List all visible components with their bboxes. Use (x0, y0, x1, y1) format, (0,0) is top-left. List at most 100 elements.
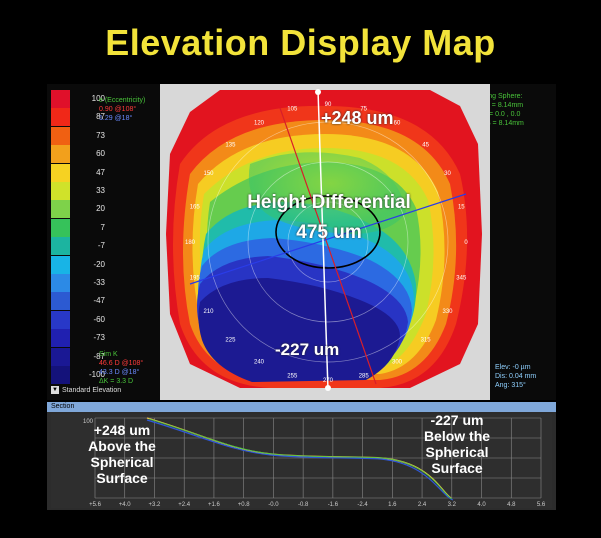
scale-label: 87 (96, 112, 105, 122)
left-annotation-line-2: Above the (88, 438, 156, 454)
scale-label: 60 (96, 149, 105, 159)
scale-swatch (51, 145, 70, 164)
eccentricity-value-1: 0.90 @108° (99, 106, 137, 113)
angle-label: 225 (225, 338, 236, 344)
angle-label: 45 (422, 142, 429, 148)
angle-label: 90 (325, 102, 332, 108)
delta-k-value: ΔK = 3.3 D (99, 378, 134, 385)
section-x-tick: 4.0 (477, 502, 486, 508)
section-line[interactable] (317, 89, 329, 391)
display-mode-label: Standard Elevation (62, 386, 122, 394)
elevation-map[interactable]: 1051201351501651801952102252402552702853… (160, 84, 490, 400)
scale-label: -7 (97, 241, 105, 251)
section-x-tick: +0.8 (238, 502, 251, 508)
flat-meridian-line (189, 193, 467, 285)
scale-swatch (51, 108, 70, 127)
angle-label: 135 (225, 142, 236, 148)
left-annotation-line-4: Surface (96, 470, 148, 486)
scale-swatch (51, 292, 70, 311)
right-annotation-line-2: Below the (423, 428, 491, 444)
scale-swatch (51, 274, 70, 292)
section-profile-graph[interactable]: 100 +5.6 +4.0 +3.2 +2.4 +1.6 +0.8 -0.0 -0.8 -1.6… (51, 414, 552, 508)
right-annotation-line-1: -227 um (430, 412, 484, 428)
scale-swatch (51, 329, 70, 348)
height-differential-label: Height Differential (247, 192, 411, 213)
right-annotation-line-3: Spherical (425, 444, 489, 460)
angle-label: 330 (442, 309, 453, 315)
elev-line-1: Elev: -0 µm (495, 364, 531, 371)
fitting-line-4: BFS = 8.14mm (477, 120, 524, 127)
fitting-line-3: Dis = 0.0 , 0.0 (477, 111, 521, 118)
elev-line-3: Ang: 315° (495, 382, 526, 389)
angle-label: 270 (323, 378, 334, 384)
angle-label: 315 (421, 338, 432, 344)
scale-label: 100 (91, 94, 105, 103)
display-mode-select[interactable]: ▼ Standard Elevation (51, 386, 121, 394)
dropdown-arrow-icon[interactable]: ▼ (51, 386, 59, 394)
angle-label: 0 (464, 240, 468, 246)
scale-swatch (51, 347, 70, 366)
angle-label: 105 (287, 107, 298, 113)
section-handle-top[interactable] (315, 89, 321, 95)
section-x-tick: +1.6 (208, 502, 221, 508)
section-x-ticks: +5.6 +4.0 +3.2 +2.4 +1.6 +0.8 -0.0 -0.8 -1.6 -2.4… (89, 502, 546, 508)
eccentricity-value-2: 1.29 @18° (99, 115, 133, 122)
section-x-tick: -1.6 (328, 502, 339, 508)
scale-label: 7 (100, 222, 105, 232)
left-annotation-line-1: +248 um (93, 422, 151, 438)
left-annotation-line-3: Spherical (90, 454, 154, 470)
section-handle-bottom[interactable] (325, 385, 331, 391)
scale-swatch (51, 366, 70, 384)
section-x-tick: +3.2 (149, 502, 162, 508)
section-x-tick: -0.8 (298, 502, 309, 508)
section-x-tick: -2.4 (357, 502, 368, 508)
max-elevation-label: +248 um (321, 108, 394, 128)
sim-k-label: Sim K (99, 351, 118, 358)
sim-k-value-2: 43.3 D @18° (99, 369, 140, 376)
elevation-map-panel: 100 87 73 60 47 33 20 7 -7 -20 -33 -47 -60 -73 -87 -100… (47, 84, 556, 400)
angle-label: 150 (203, 171, 214, 177)
section-x-tick: 2.4 (418, 502, 427, 508)
section-x-tick: +5.6 (89, 502, 102, 508)
fitting-line-2: Rad = 8.14mm (477, 102, 524, 109)
scale-label: -20 (93, 259, 105, 269)
section-y-tick: 100 (83, 419, 94, 425)
scale-swatch (51, 200, 70, 219)
angle-label: 30 (444, 171, 451, 177)
scale-label: -33 (93, 278, 105, 287)
angle-label: 75 (360, 107, 367, 113)
section-x-tick: +4.0 (119, 502, 132, 508)
angle-label: 60 (394, 121, 401, 127)
angle-label: 255 (287, 373, 298, 379)
elev-line-2: Dis: 0.04 mm (495, 373, 537, 380)
fitting-sphere-info: Fitting Sphere: Rad = 8.14mm Dis = 0.0 ,… (477, 92, 524, 128)
scale-label: -47 (93, 296, 105, 306)
right-annotation-line-4: Surface (431, 460, 483, 476)
scale-swatch (51, 163, 70, 182)
angle-label: 165 (190, 204, 201, 210)
page-title: Elevation Display Map (105, 22, 496, 63)
scale-label: -60 (93, 314, 105, 324)
scale-label: 47 (96, 167, 105, 177)
fitting-line-1: Fitting Sphere: (477, 93, 523, 100)
section-header: Section (47, 402, 556, 412)
sim-k-value-1: 46.6 D @108° (99, 360, 144, 367)
scale-label: -87 (93, 351, 105, 361)
scale-swatch (51, 218, 70, 237)
left-annotation: +248 um Above the Spherical Surface (67, 422, 177, 486)
sim-k-stats: Sim K 46.6 D @108° 43.3 D @18° ΔK = 3.3 … (99, 350, 143, 386)
angle-label: 300 (392, 360, 403, 366)
angle-label: 345 (456, 276, 467, 282)
angle-label: 240 (254, 360, 265, 366)
section-profile-curve-3 (148, 418, 453, 500)
scale-swatch (51, 90, 70, 108)
scale-swatch (51, 255, 70, 274)
scale-label: -100 (88, 370, 105, 379)
angle-labels: 1051201351501651801952102252402552702853… (185, 102, 468, 384)
angle-label: 15 (458, 204, 465, 210)
scale-swatch (51, 182, 70, 200)
scale-swatch (51, 237, 70, 256)
cursor-elevation-info: Elev: -0 µm Dis: 0.04 mm Ang: 315° (495, 363, 536, 390)
eccentricity-label: e (Eccentricity) (99, 97, 146, 104)
eccentricity-stats: e (Eccentricity) 0.90 @108° 1.29 @18° (99, 96, 145, 123)
